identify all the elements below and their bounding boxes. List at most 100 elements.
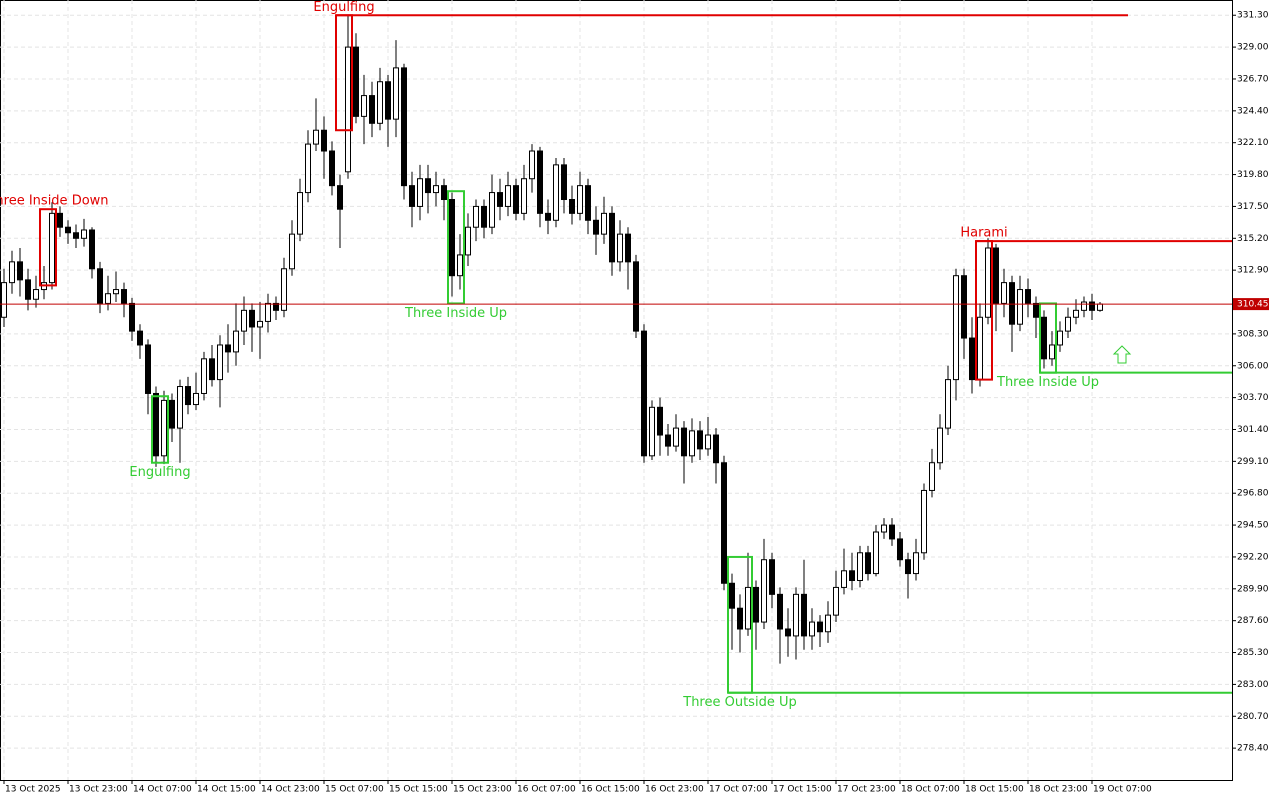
- y-tick-label: 278.40: [1237, 744, 1269, 754]
- candle-body: [1009, 282, 1015, 325]
- candle-body: [97, 268, 103, 304]
- candle-body: [833, 586, 839, 616]
- candle-body: [553, 164, 559, 221]
- x-tick-label: 15 Oct 07:00: [325, 785, 384, 795]
- pattern-box: [447, 190, 465, 305]
- y-tick-label: 289.90: [1237, 584, 1269, 594]
- candle-body: [113, 289, 119, 295]
- candle-body: [913, 552, 919, 575]
- candle-body: [465, 226, 471, 256]
- candle-body: [105, 293, 111, 304]
- y-tick-label: 292.20: [1237, 552, 1269, 562]
- candle-body: [17, 261, 23, 281]
- candle-body: [849, 570, 855, 581]
- candle-body: [49, 212, 55, 284]
- candle-body: [1025, 289, 1031, 304]
- candle-body: [889, 524, 895, 540]
- y-tick-label: 303.70: [1237, 393, 1269, 403]
- candle-body: [1049, 344, 1055, 360]
- candle-body: [1065, 316, 1071, 332]
- candle-body: [585, 185, 591, 221]
- candle-body: [217, 344, 223, 381]
- candle-body: [409, 185, 415, 207]
- candle-body: [665, 434, 671, 447]
- candle-body: [137, 330, 143, 346]
- candle-body: [225, 344, 231, 353]
- x-tick-label: 18 Oct 23:00: [1029, 785, 1088, 795]
- candle-body: [761, 559, 767, 623]
- candle-body: [153, 392, 159, 457]
- candle-body: [9, 261, 15, 284]
- x-tick-label: 17 Oct 15:00: [773, 785, 832, 795]
- y-tick-label: 283.00: [1237, 680, 1269, 690]
- candle-body: [209, 358, 215, 381]
- candle-body: [801, 593, 807, 637]
- y-tick-label: 299.10: [1237, 457, 1269, 467]
- pattern-label: Engulfing: [313, 0, 374, 15]
- x-tick-label: 15 Oct 15:00: [389, 785, 448, 795]
- candle-body: [529, 150, 535, 180]
- candle-body: [1097, 303, 1103, 311]
- candle-body: [537, 150, 543, 214]
- candle-body: [609, 212, 615, 263]
- candle-body: [545, 212, 551, 221]
- pattern-box: [151, 395, 169, 464]
- pattern-label: Engulfing: [129, 465, 190, 480]
- candle-body: [169, 399, 175, 429]
- y-tick-label: 315.20: [1237, 234, 1269, 244]
- candle-body: [193, 392, 199, 406]
- candle-body: [89, 229, 95, 270]
- candle-body: [633, 261, 639, 332]
- candle-body: [249, 309, 255, 328]
- candle-body: [337, 185, 343, 210]
- candle-body: [1001, 282, 1007, 304]
- candle-body: [569, 199, 575, 214]
- candle-body: [673, 427, 679, 447]
- y-tick-label: 280.70: [1237, 712, 1269, 722]
- y-tick-label: 308.30: [1237, 329, 1269, 339]
- pattern-label: Harami: [960, 226, 1007, 241]
- candle-body: [505, 185, 511, 207]
- y-tick-label: 319.80: [1237, 170, 1269, 180]
- candle-body: [177, 386, 183, 429]
- x-tick-label: 14 Oct 23:00: [261, 785, 320, 795]
- candle-body: [73, 232, 79, 239]
- y-tick-label: 331.30: [1237, 11, 1269, 21]
- candle-body: [881, 524, 887, 533]
- current-price-box: [1233, 298, 1269, 311]
- candle-body: [297, 192, 303, 235]
- candle-body: [457, 254, 463, 277]
- candle-body: [433, 185, 439, 194]
- candle-body: [25, 279, 31, 300]
- x-tick-label: 17 Oct 23:00: [837, 785, 896, 795]
- candle-body: [441, 185, 447, 201]
- buy-arrow: [1112, 345, 1132, 364]
- candle-body: [809, 621, 815, 637]
- x-tick-label: 16 Oct 07:00: [517, 785, 576, 795]
- candle-body: [641, 330, 647, 457]
- candle-body: [377, 81, 383, 124]
- candle-body: [241, 309, 247, 332]
- pattern-label: Three Inside Down: [0, 194, 109, 209]
- candle-body: [793, 593, 799, 637]
- candle-body: [393, 67, 399, 120]
- candle-body: [929, 462, 935, 491]
- candle-body: [281, 268, 287, 311]
- candle-body: [985, 247, 991, 318]
- candle-body: [273, 302, 279, 311]
- candle-body: [329, 150, 335, 187]
- candle-body: [649, 406, 655, 457]
- y-tick-label: 322.10: [1237, 138, 1269, 148]
- candle-body: [705, 434, 711, 450]
- plot: [0, 0, 1232, 780]
- current-price-label: 310.45: [1237, 300, 1269, 310]
- candle-body: [681, 427, 687, 457]
- candle-body: [713, 434, 719, 464]
- candle-body: [185, 386, 191, 406]
- y-tick-label: 306.00: [1237, 361, 1269, 371]
- candle-body: [481, 205, 487, 228]
- candle-body: [497, 192, 503, 207]
- candle-body: [81, 229, 87, 239]
- y-tick-label: 326.70: [1237, 74, 1269, 84]
